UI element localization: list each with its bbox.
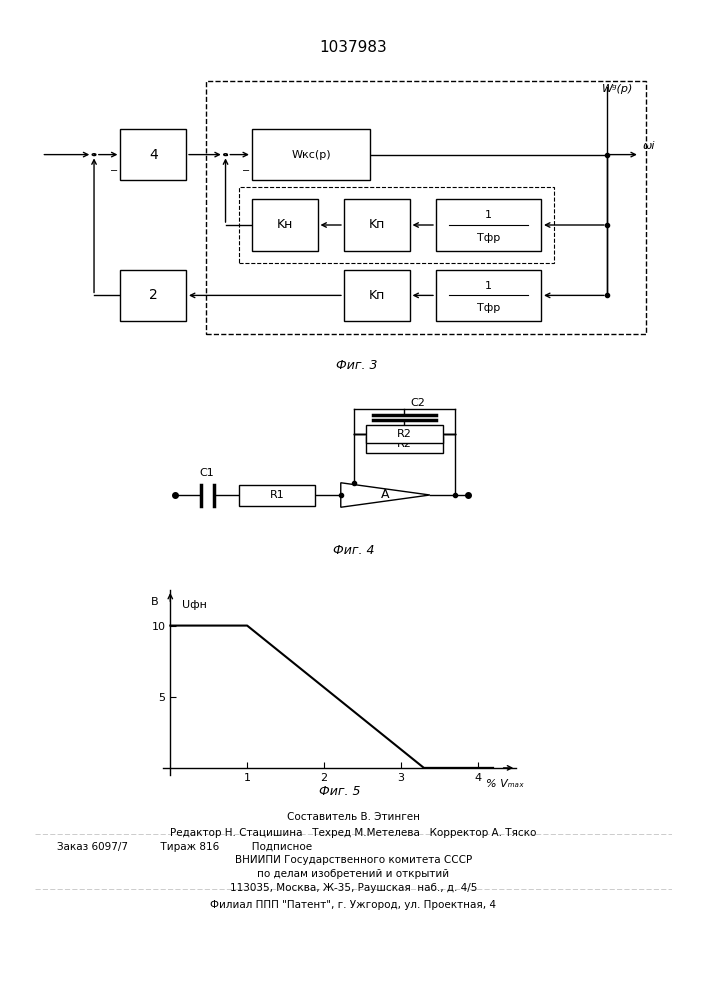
Text: Wᵍ(p): Wᵍ(p)	[602, 84, 633, 94]
Text: Составитель В. Этинген: Составитель В. Этинген	[287, 812, 420, 822]
Text: −: −	[110, 166, 119, 176]
Bar	[239, 485, 315, 506]
Text: B: B	[151, 597, 159, 607]
Circle shape	[92, 154, 96, 155]
Text: Kп: Kп	[368, 219, 385, 232]
Bar	[239, 187, 554, 263]
Polygon shape	[341, 483, 430, 507]
Bar	[366, 425, 443, 442]
Text: Tфр: Tфр	[477, 303, 500, 313]
Text: ВНИИПИ Государственного комитета СССР: ВНИИПИ Государственного комитета СССР	[235, 855, 472, 865]
Text: ωi: ωi	[643, 141, 655, 151]
Text: Фиг. 4: Фиг. 4	[333, 544, 374, 558]
Text: Uфн: Uфн	[182, 600, 206, 610]
Bar	[344, 199, 409, 251]
Text: R1: R1	[270, 490, 284, 500]
Bar	[120, 129, 186, 180]
Text: Фиг. 3: Фиг. 3	[337, 359, 378, 372]
Text: Kн: Kн	[276, 219, 293, 232]
Text: Tфр: Tфр	[477, 233, 500, 243]
Text: 4: 4	[149, 148, 158, 162]
Text: −: −	[242, 166, 250, 176]
Bar	[252, 129, 370, 180]
Text: Редактор Н. Стацишина   Техред М.Метелева   Корректор А. Тяско: Редактор Н. Стацишина Техред М.Метелева …	[170, 828, 537, 838]
Text: 1: 1	[485, 281, 492, 291]
Text: R2: R2	[397, 439, 412, 449]
Text: 1: 1	[485, 210, 492, 220]
Text: R2: R2	[397, 429, 412, 439]
Text: Kп: Kп	[368, 289, 385, 302]
Bar	[366, 436, 443, 453]
Bar	[120, 270, 186, 321]
Text: C2: C2	[411, 397, 426, 408]
Text: 2: 2	[149, 288, 158, 302]
Text: 113035, Москва, Ж-35, Раушская  наб., д. 4/5: 113035, Москва, Ж-35, Раушская наб., д. …	[230, 883, 477, 893]
Text: C1: C1	[200, 468, 214, 478]
Bar	[344, 270, 409, 321]
Text: Филиал ППП "Патент", г. Ужгород, ул. Проектная, 4: Филиал ППП "Патент", г. Ужгород, ул. Про…	[211, 900, 496, 910]
Bar	[436, 199, 541, 251]
Bar	[206, 81, 646, 334]
Bar	[252, 199, 317, 251]
Text: Wкс(p): Wкс(p)	[291, 150, 331, 160]
Text: % Vₘₐₓ: % Vₘₐₓ	[486, 779, 524, 789]
Text: 1037983: 1037983	[320, 40, 387, 55]
Circle shape	[223, 154, 228, 155]
Text: Фиг. 5: Фиг. 5	[319, 785, 360, 798]
Text: A: A	[381, 488, 390, 502]
Text: Заказ 6097/7          Тираж 816          Подписное: Заказ 6097/7 Тираж 816 Подписное	[57, 842, 312, 852]
Text: по делам изобретений и открытий: по делам изобретений и открытий	[257, 869, 450, 879]
Bar	[436, 270, 541, 321]
